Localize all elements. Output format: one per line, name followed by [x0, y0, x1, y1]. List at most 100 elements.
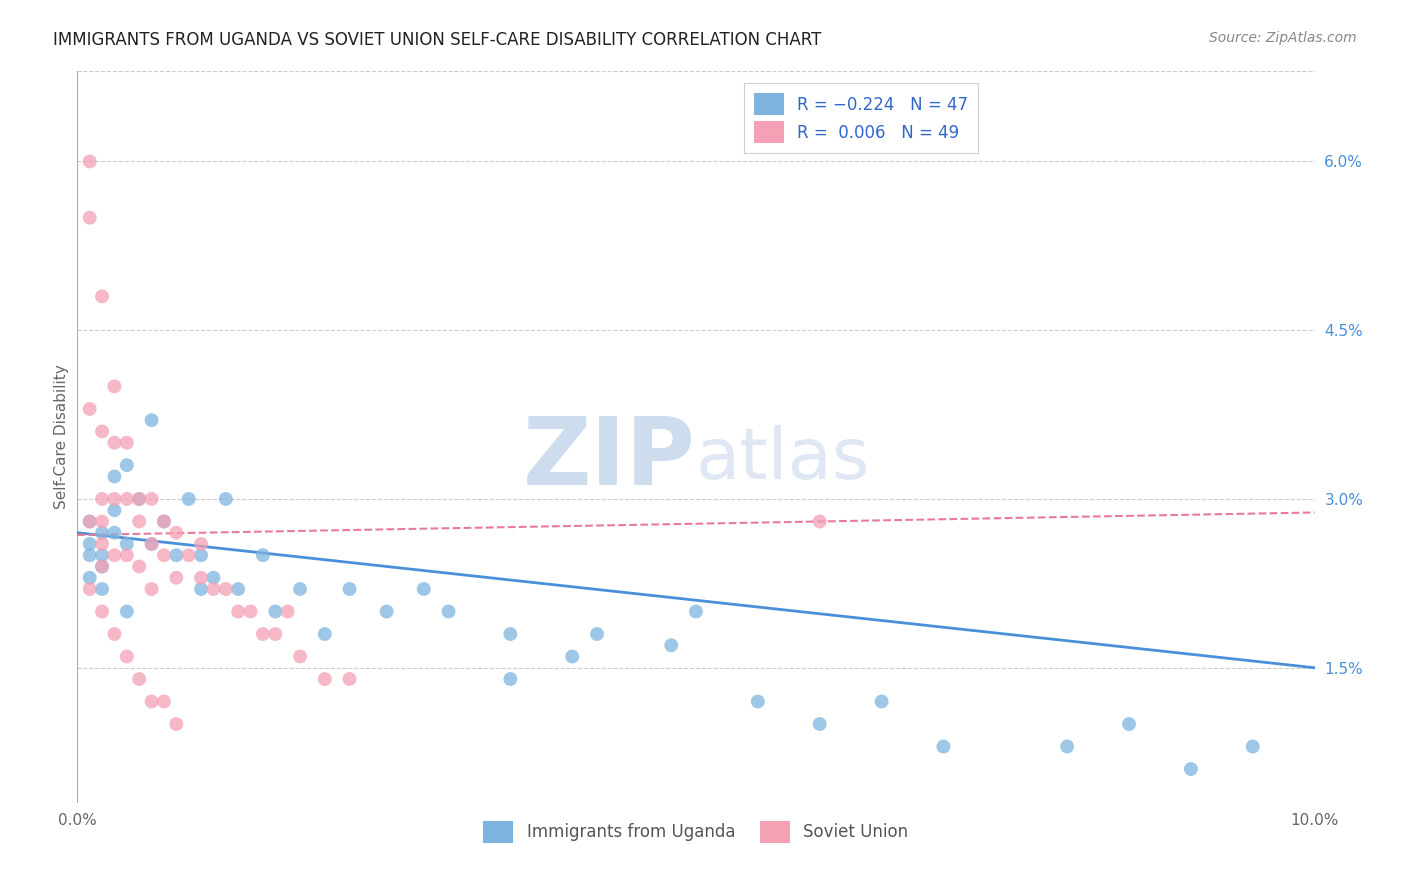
Point [252, 627, 274, 641]
Point [141, 694, 163, 708]
Point [808, 717, 831, 731]
Point [103, 503, 125, 517]
Point [115, 649, 138, 664]
Point [1180, 762, 1202, 776]
Point [499, 672, 522, 686]
Point [288, 582, 311, 596]
Point [91, 559, 114, 574]
Point [202, 582, 225, 596]
Point [264, 627, 287, 641]
Point [586, 627, 609, 641]
Point [314, 672, 336, 686]
Point [747, 694, 769, 708]
Point [141, 491, 163, 506]
Point [79, 401, 101, 416]
Point [103, 548, 125, 562]
Point [79, 515, 101, 529]
Point [561, 649, 583, 664]
Legend: Immigrants from Uganda, Soviet Union: Immigrants from Uganda, Soviet Union [477, 814, 915, 849]
Point [339, 672, 361, 686]
Point [177, 491, 200, 506]
Point [339, 582, 361, 596]
Point [375, 605, 398, 619]
Point [870, 694, 893, 708]
Point [215, 582, 238, 596]
Point [1056, 739, 1078, 754]
Point [115, 548, 138, 562]
Point [128, 491, 150, 506]
Point [91, 537, 114, 551]
Text: ZIP: ZIP [523, 413, 696, 505]
Point [91, 525, 114, 540]
Point [412, 582, 434, 596]
Point [165, 717, 187, 731]
Point [91, 425, 114, 439]
Point [153, 548, 176, 562]
Point [153, 694, 176, 708]
Point [239, 605, 262, 619]
Point [1241, 739, 1264, 754]
Point [226, 582, 249, 596]
Point [103, 435, 125, 450]
Point [177, 548, 200, 562]
Point [115, 435, 138, 450]
Point [165, 548, 187, 562]
Point [91, 582, 114, 596]
Point [314, 627, 336, 641]
Point [499, 627, 522, 641]
Y-axis label: Self-Care Disability: Self-Care Disability [53, 365, 69, 509]
Point [190, 537, 212, 551]
Point [128, 559, 150, 574]
Point [115, 491, 138, 506]
Point [103, 627, 125, 641]
Point [79, 548, 101, 562]
Point [190, 548, 212, 562]
Text: atlas: atlas [696, 425, 870, 493]
Point [91, 605, 114, 619]
Point [79, 211, 101, 225]
Point [165, 525, 187, 540]
Point [659, 638, 682, 652]
Point [932, 739, 955, 754]
Point [91, 559, 114, 574]
Point [103, 379, 125, 393]
Point [190, 571, 212, 585]
Point [103, 491, 125, 506]
Point [226, 605, 249, 619]
Point [141, 582, 163, 596]
Point [79, 571, 101, 585]
Point [153, 515, 176, 529]
Point [153, 515, 176, 529]
Point [79, 537, 101, 551]
Point [115, 458, 138, 473]
Point [288, 649, 311, 664]
Point [437, 605, 460, 619]
Point [91, 515, 114, 529]
Point [91, 289, 114, 303]
Point [685, 605, 707, 619]
Point [128, 515, 150, 529]
Point [202, 571, 225, 585]
Point [252, 548, 274, 562]
Point [115, 605, 138, 619]
Point [128, 491, 150, 506]
Text: Source: ZipAtlas.com: Source: ZipAtlas.com [1209, 31, 1357, 45]
Point [128, 672, 150, 686]
Point [79, 515, 101, 529]
Point [215, 491, 238, 506]
Point [79, 582, 101, 596]
Point [103, 469, 125, 483]
Point [808, 515, 831, 529]
Point [115, 537, 138, 551]
Point [277, 605, 299, 619]
Point [165, 571, 187, 585]
Point [79, 154, 101, 169]
Point [141, 537, 163, 551]
Point [91, 491, 114, 506]
Point [190, 582, 212, 596]
Point [91, 548, 114, 562]
Point [1118, 717, 1140, 731]
Point [141, 413, 163, 427]
Text: IMMIGRANTS FROM UGANDA VS SOVIET UNION SELF-CARE DISABILITY CORRELATION CHART: IMMIGRANTS FROM UGANDA VS SOVIET UNION S… [53, 31, 821, 49]
Point [141, 537, 163, 551]
